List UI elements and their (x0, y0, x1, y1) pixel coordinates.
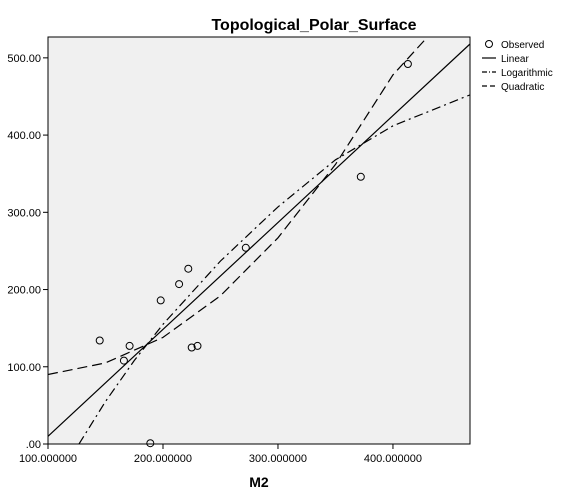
observed-point (193, 341, 202, 350)
legend-label-logarithmic: Logarithmic (501, 68, 553, 79)
legend: Observed Linear Logarithmic Quadratic (482, 40, 553, 93)
x-tick-label: 200.000000 (134, 453, 192, 465)
legend-symbol-observed (485, 40, 493, 48)
observed-point (146, 439, 155, 448)
x-tick-label: 300.000000 (249, 453, 307, 465)
legend-label-observed: Observed (501, 40, 544, 51)
series-layer (48, 37, 470, 444)
observed-point (95, 336, 104, 345)
x-axis-label: M2 (249, 474, 269, 490)
observed-point (156, 296, 165, 305)
observed-point (187, 343, 196, 352)
y-tick-label: 500.00 (7, 53, 41, 65)
series-line-linear (48, 43, 470, 437)
observed-point (184, 264, 193, 273)
chart-title: Topological_Polar_Surface (211, 17, 416, 34)
observed-point (125, 341, 134, 350)
observed-point (119, 356, 128, 365)
observed-point (356, 172, 365, 181)
y-tick-label: 200.00 (7, 285, 41, 297)
y-tick-label: .00 (26, 439, 41, 451)
legend-label-quadratic: Quadratic (501, 82, 544, 93)
observed-point (175, 280, 184, 289)
legend-label-linear: Linear (501, 54, 529, 65)
series-line-logarithmic (78, 94, 470, 444)
y-tick-label: 100.00 (7, 362, 41, 374)
points-layer (95, 60, 412, 448)
observed-point (241, 243, 250, 252)
x-tick-label: 100.000000 (19, 453, 77, 465)
y-tick-label: 400.00 (7, 130, 41, 142)
axes-layer: 100.000000 200.000000 300.000000 400.000000… (7, 53, 422, 465)
series-line-quadratic (48, 37, 428, 376)
observed-point (403, 60, 412, 68)
x-tick-label: 400.000000 (364, 453, 422, 465)
y-tick-label: 300.00 (7, 207, 41, 219)
